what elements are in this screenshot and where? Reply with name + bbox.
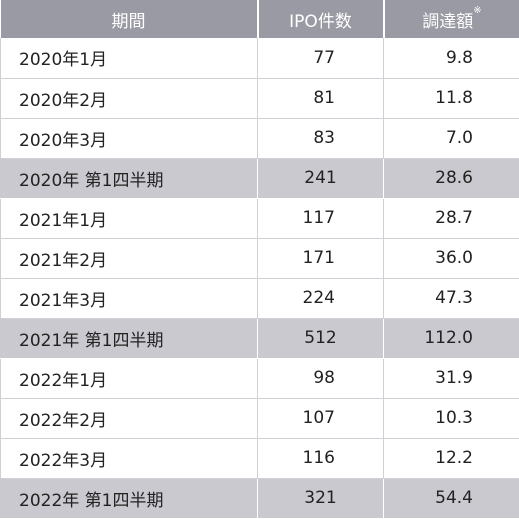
table-body: 2020年1月 77 9.8 2020年2月 81 11.8 2020年3月 8… [1,38,519,518]
header-ipo-count: IPO件数 [258,0,384,38]
cell-ipo-count: 241 [258,158,384,198]
header-row: 期間 IPO件数 調達額※ [1,0,519,38]
cell-ipo-count: 81 [258,78,384,118]
cell-ipo-count: 117 [258,198,384,238]
cell-ipo-count: 512 [258,318,384,358]
cell-period: 2020年2月 [1,78,258,118]
cell-period: 2021年 第1四半期 [1,318,258,358]
subtotal-row: 2020年 第1四半期 241 28.6 [1,158,519,198]
cell-amount: 47.3 [384,278,519,318]
cell-amount: 12.2 [384,438,519,478]
table-row: 2022年1月 98 31.9 [1,358,519,398]
cell-period: 2022年3月 [1,438,258,478]
cell-amount: 9.8 [384,38,519,78]
cell-amount: 112.0 [384,318,519,358]
table-row: 2020年2月 81 11.8 [1,78,519,118]
cell-amount: 54.4 [384,478,519,518]
cell-amount: 36.0 [384,238,519,278]
table-row: 2021年3月 224 47.3 [1,278,519,318]
cell-amount: 31.9 [384,358,519,398]
table-row: 2020年3月 83 7.0 [1,118,519,158]
cell-ipo-count: 321 [258,478,384,518]
table-row: 2020年1月 77 9.8 [1,38,519,78]
cell-ipo-count: 171 [258,238,384,278]
cell-ipo-count: 224 [258,278,384,318]
subtotal-row: 2022年 第1四半期 321 54.4 [1,478,519,518]
cell-ipo-count: 98 [258,358,384,398]
table-header: 期間 IPO件数 調達額※ [1,0,519,38]
cell-period: 2021年2月 [1,238,258,278]
cell-ipo-count: 77 [258,38,384,78]
cell-period: 2021年3月 [1,278,258,318]
cell-period: 2022年1月 [1,358,258,398]
cell-period: 2022年2月 [1,398,258,438]
cell-amount: 28.6 [384,158,519,198]
cell-ipo-count: 107 [258,398,384,438]
header-amount-label: 調達額 [422,12,473,32]
cell-amount: 7.0 [384,118,519,158]
table-row: 2022年2月 107 10.3 [1,398,519,438]
table-row: 2021年1月 117 28.7 [1,198,519,238]
cell-period: 2022年 第1四半期 [1,478,258,518]
table-row: 2022年3月 116 12.2 [1,438,519,478]
cell-amount: 11.8 [384,78,519,118]
cell-amount: 28.7 [384,198,519,238]
table-row: 2021年2月 171 36.0 [1,238,519,278]
cell-amount: 10.3 [384,398,519,438]
cell-period: 2020年1月 [1,38,258,78]
header-amount: 調達額※ [384,0,519,38]
header-period: 期間 [1,0,258,38]
cell-period: 2021年1月 [1,198,258,238]
cell-period: 2020年3月 [1,118,258,158]
cell-period: 2020年 第1四半期 [1,158,258,198]
cell-ipo-count: 116 [258,438,384,478]
cell-ipo-count: 83 [258,118,384,158]
subtotal-row: 2021年 第1四半期 512 112.0 [1,318,519,358]
header-amount-note-mark: ※ [473,5,481,16]
